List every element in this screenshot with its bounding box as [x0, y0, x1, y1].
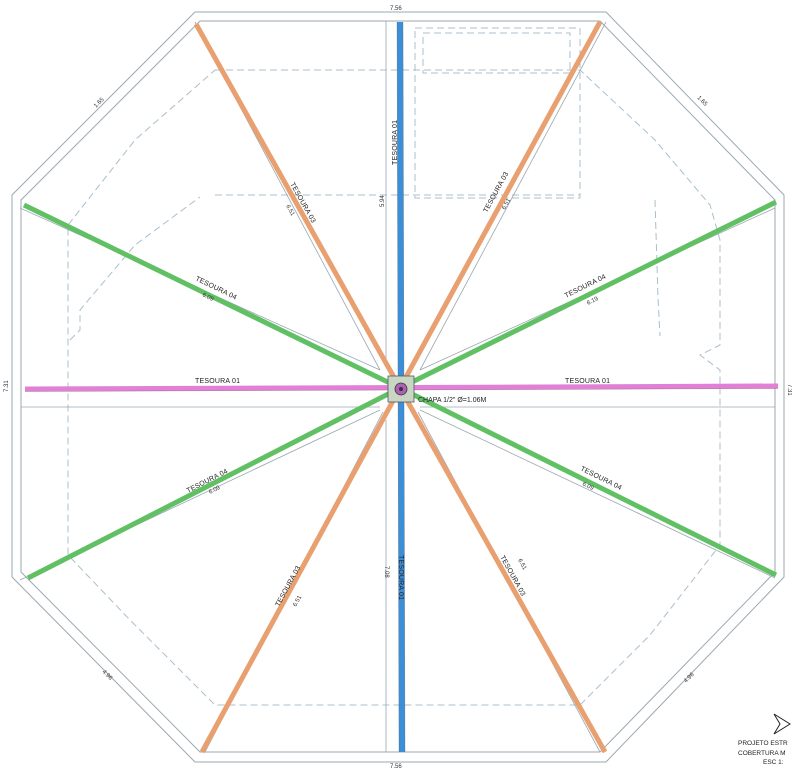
title-line-2: COBERTURA M — [738, 750, 786, 757]
truss-t03-bottom-right — [397, 386, 608, 754]
trusses — [22, 20, 779, 754]
title-line-1: PROJETO ESTR — [738, 740, 788, 747]
dim-bottom-edge: 7.56 — [390, 764, 402, 770]
length-t04-top-left: 6.09 — [201, 292, 215, 303]
center-plate-note: CHAPA 1/2" Ø=1.06M — [418, 397, 486, 404]
length-t03-top-right: 6.51 — [501, 197, 512, 211]
length-t03-top-left: 6.51 — [284, 204, 295, 218]
truss-t03-top-right — [397, 20, 603, 390]
title-block: PROJETO ESTR COBERTURA M ESC 1: — [738, 740, 788, 766]
label-t01-bottom: TESOURA 01 — [397, 555, 404, 600]
dim-left-edge: 7.31 — [4, 380, 10, 392]
length-t01-bottom: 7.08 — [383, 566, 389, 578]
truss-t04-top-right — [398, 199, 778, 391]
dim-top-edge: 7.56 — [390, 6, 402, 12]
length-t03-bottom-right: 6.51 — [516, 558, 527, 572]
dim-right-edge: 7.31 — [786, 384, 792, 396]
label-t01-top: TESOURA 01 — [392, 120, 399, 165]
truss-t04-top-left — [22, 202, 402, 391]
dim-bottom-left-diag: 4.96 — [101, 669, 114, 682]
length-t04-top-right: 6.19 — [586, 296, 600, 307]
north-arrow-icon — [773, 713, 791, 735]
length-t04-bottom-right: 6.09 — [581, 481, 595, 492]
title-line-3: ESC 1: — [763, 759, 784, 766]
length-t04-bottom-left: 6.09 — [208, 485, 222, 496]
truss-t03-top-left — [193, 22, 403, 390]
label-t01-left: TESOURA 01 — [195, 378, 240, 385]
truss-t03-bottom-left — [199, 386, 403, 754]
label-t01-right: TESOURA 01 — [565, 378, 610, 385]
center-hub — [387, 375, 415, 403]
dim-bottom-right-diag: 4.96 — [683, 671, 696, 684]
truss-t04-bottom-right — [398, 385, 778, 578]
length-t01-top: 5.94 — [380, 195, 386, 207]
truss-t04-bottom-left — [26, 385, 402, 581]
length-t03-bottom-left: 6.51 — [292, 594, 303, 608]
